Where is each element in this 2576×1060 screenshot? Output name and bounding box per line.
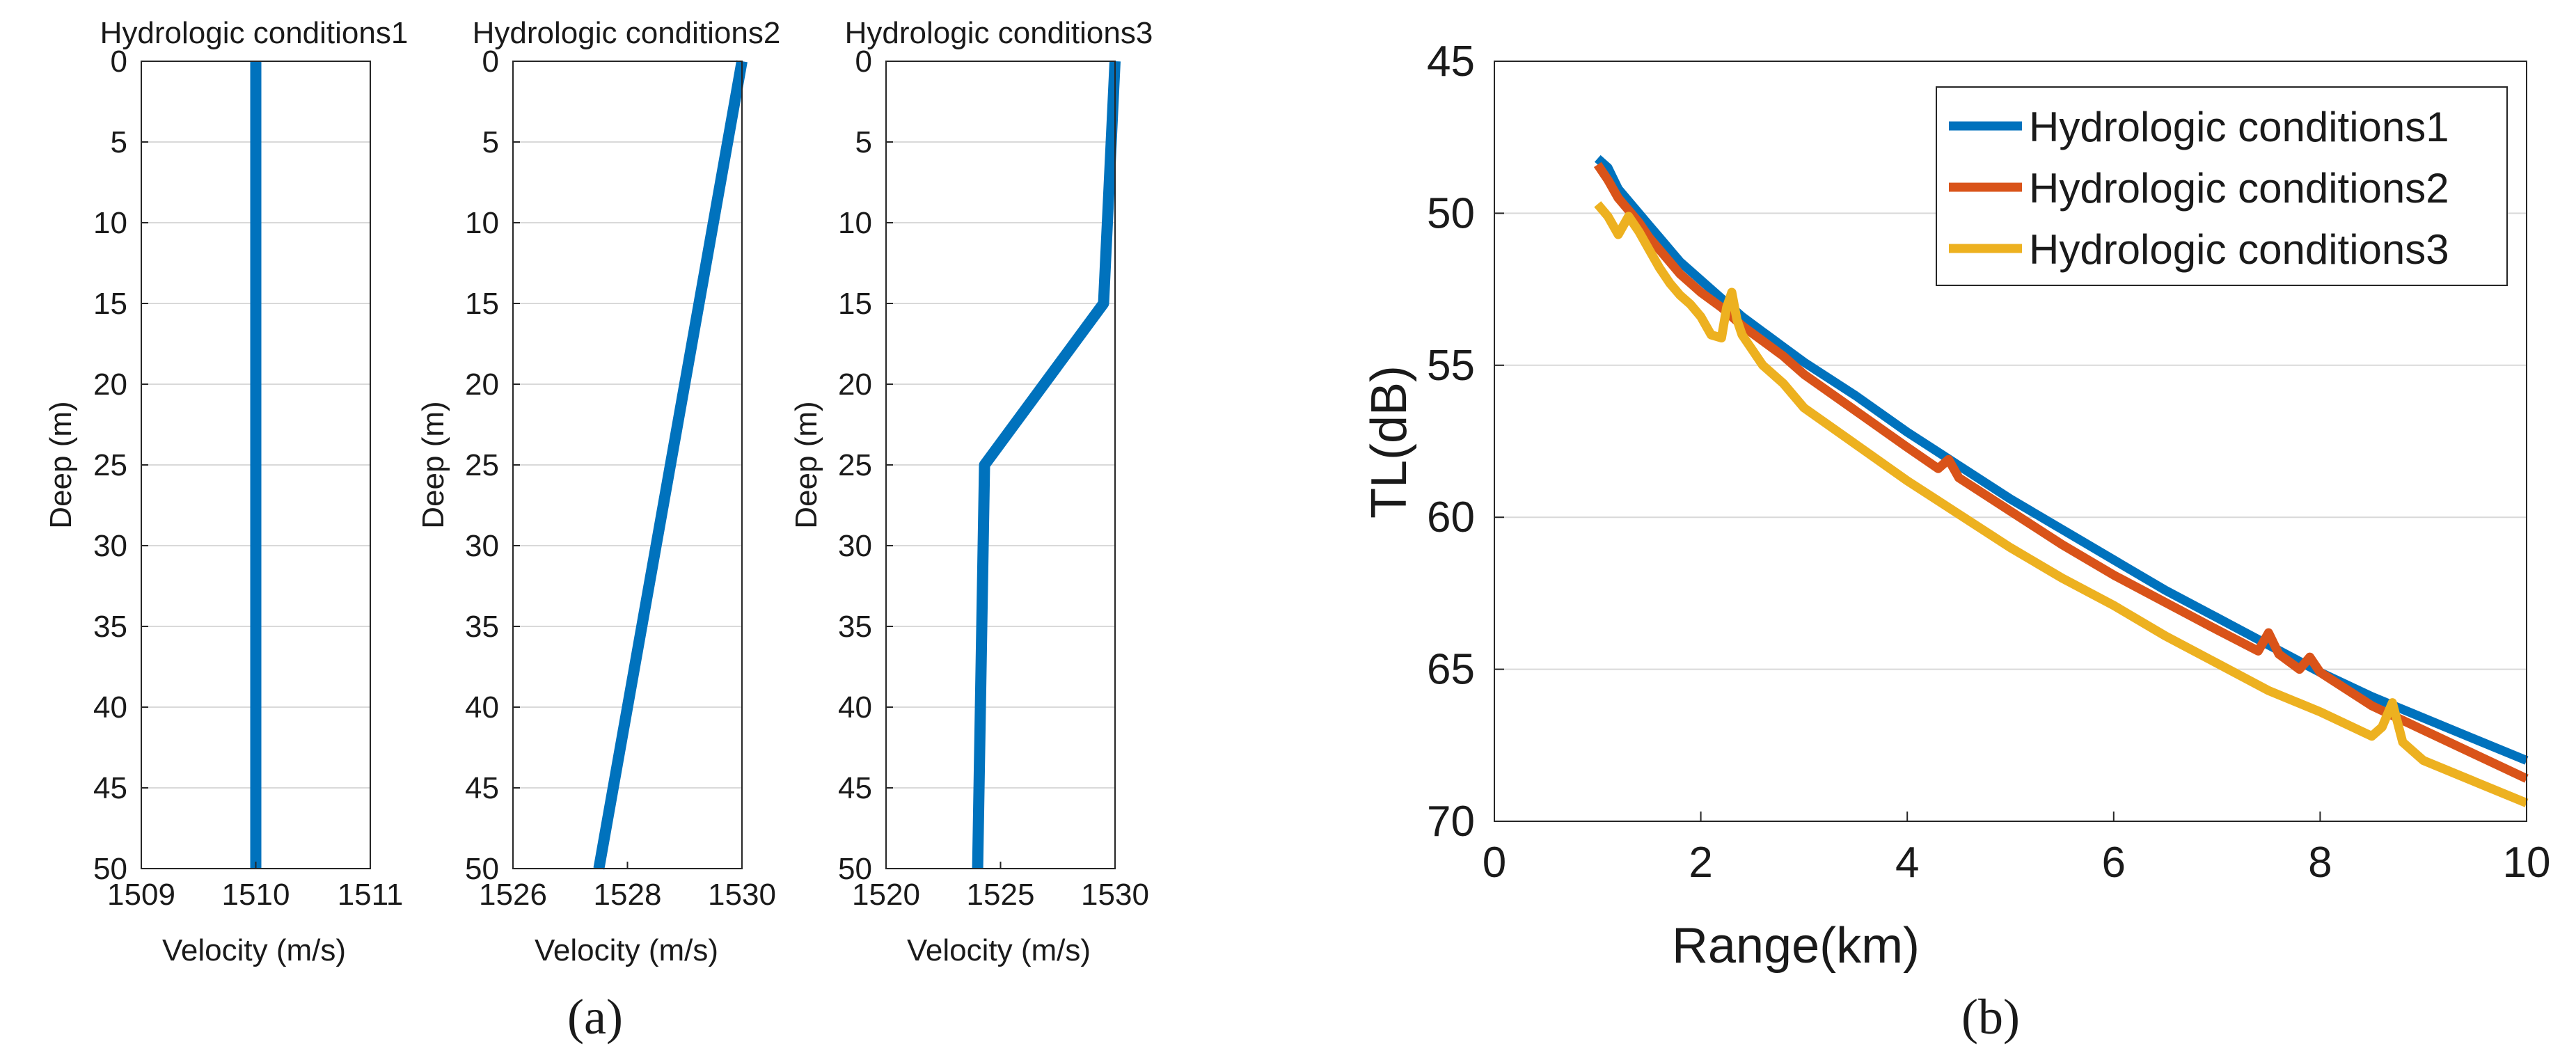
subplot1-y-tick-label: 50 (93, 852, 127, 886)
subplot-hydrologic-conditions2: 1526 1528 1530 0 5 10 15 20 25 30 35 40 45 50 Hydrol… (416, 16, 780, 967)
subplot3-y-tick-label: 15 (838, 287, 872, 321)
subplot2-x-tick-label: 1530 (708, 878, 776, 912)
subplot1-x-label: Velocity (m/s) (162, 933, 346, 967)
legend-label-hydrologic-conditions3: Hydrologic conditions3 (2029, 226, 2449, 273)
tl-chart-x-tick-label: 2 (1689, 839, 1712, 887)
subplot1-x-tick-label: 1511 (338, 878, 404, 912)
tl-chart-x-tick-label: 8 (2308, 839, 2332, 887)
subplot3-y-label: Deep (m) (789, 401, 823, 528)
tl-chart-y-tick-label: 50 (1427, 189, 1475, 237)
subplot3-y-tick-label: 30 (838, 529, 872, 563)
subplot3-y-ticks: 0 5 10 15 20 25 30 35 40 45 50 (838, 45, 893, 886)
legend-label-hydrologic-conditions1: Hydrologic conditions1 (2029, 104, 2449, 150)
tl-chart-y-tick-label: 65 (1427, 646, 1475, 694)
subplot2-y-tick-label: 0 (482, 45, 499, 79)
subplot2-series-hydrologic-conditions2 (593, 60, 748, 870)
subplot3-x-label: Velocity (m/s) (907, 933, 1091, 967)
subplot2-x-ticks: 1526 1528 1530 (479, 862, 776, 912)
subplot1-y-tick-label: 30 (93, 529, 127, 563)
subplot2-y-tick-label: 40 (465, 690, 499, 725)
tl-chart-x-tick-label: 6 (2102, 839, 2126, 887)
legend-label-hydrologic-conditions2: Hydrologic conditions2 (2029, 165, 2449, 212)
subplot2-x-label: Velocity (m/s) (535, 933, 718, 967)
subplot2-y-tick-label: 35 (465, 610, 499, 644)
tl-chart-x-tick-label: 0 (1483, 839, 1506, 887)
subplot2-y-tick-label: 45 (465, 771, 499, 805)
tl-chart-y-label: TL(dB) (1361, 365, 1417, 519)
subplot1-y-ticks: 0 5 10 15 20 25 30 35 40 45 50 (93, 45, 148, 886)
subplot2-y-tick-label: 15 (465, 287, 499, 321)
tl-chart-y-tick-label: 45 (1427, 38, 1475, 86)
subplot1-y-tick-label: 5 (111, 125, 127, 159)
subplot3-y-tick-label: 20 (838, 367, 872, 402)
subplot3-x-ticks: 1520 1525 1530 (852, 862, 1149, 912)
tl-chart-legend: Hydrologic conditions1 Hydrologic condit… (1936, 86, 2508, 286)
caption-a: (a) (567, 989, 623, 1045)
subplot1-y-tick-label: 20 (93, 367, 127, 402)
subplot1-y-label: Deep (m) (44, 401, 78, 528)
subplot3-y-tick-label: 5 (855, 125, 872, 159)
subplot2-x-tick-label: 1526 (479, 878, 547, 912)
subplot3-x-tick-label: 1530 (1081, 878, 1149, 912)
legend-box (1936, 86, 2508, 286)
subplot2-title: Hydrologic conditions2 (473, 16, 781, 50)
subplot2-y-ticks: 0 5 10 15 20 25 30 35 40 45 50 (465, 45, 520, 886)
subplot3-x-tick-label: 1525 (967, 878, 1035, 912)
subplot2-x-tick-label: 1528 (594, 878, 662, 912)
tl-chart-x-tick-label: 10 (2503, 839, 2551, 887)
subplot3-y-tick-label: 50 (838, 852, 872, 886)
subplot2-y-tick-label: 20 (465, 367, 499, 402)
tl-chart-series-hydrologic-conditions3 (1594, 201, 2529, 807)
tl-chart-x-ticks: 0 2 4 6 8 10 (1483, 812, 2551, 887)
subplot2-y-tick-label: 10 (465, 206, 499, 240)
subplot1-y-tick-label: 10 (93, 206, 127, 240)
subplot1-x-tick-label: 1510 (222, 878, 290, 912)
subplot2-y-tick-label: 5 (482, 125, 499, 159)
tl-chart-y-tick-label: 60 (1427, 493, 1475, 541)
subplot2-marks (593, 60, 748, 870)
subplot3-y-tick-label: 35 (838, 610, 872, 644)
tl-chart-series-hydrologic-conditions2 (1593, 161, 2529, 783)
subplot3-marks (972, 61, 1121, 869)
subplot3-series-hydrologic-conditions3 (972, 61, 1121, 869)
tl-chart-marks (1593, 155, 2529, 807)
subplot3-title: Hydrologic conditions3 (845, 16, 1153, 50)
subplot1-y-tick-label: 40 (93, 690, 127, 725)
subplot3-y-tick-label: 10 (838, 206, 872, 240)
subplot3-y-tick-label: 45 (838, 771, 872, 805)
subplot2-y-tick-label: 30 (465, 529, 499, 563)
subplot1-title: Hydrologic conditions1 (100, 16, 409, 50)
tl-chart-x-tick-label: 4 (1895, 839, 1919, 887)
tl-chart-y-tick-label: 70 (1427, 798, 1475, 846)
subplot3-x-tick-label: 1520 (852, 878, 920, 912)
subplot1-x-tick-label: 1509 (107, 878, 175, 912)
subplot3-grid (886, 141, 1115, 789)
tl-chart-y-ticks: 45 50 55 60 65 70 (1427, 38, 1504, 846)
subplot2-grid (513, 141, 742, 789)
tl-chart-x-label: Range(km) (1672, 918, 1920, 974)
subplot-hydrologic-conditions1: 1509 1510 1511 0 5 10 15 20 25 30 35 40 45 50 Hydrol… (44, 16, 408, 967)
subplot3-y-tick-label: 0 (855, 45, 872, 79)
subplot3-y-tick-label: 25 (838, 448, 872, 482)
tl-chart-axes-box (1494, 61, 2527, 822)
subplot3-y-tick-label: 40 (838, 690, 872, 725)
subplot1-y-tick-label: 15 (93, 287, 127, 321)
tl-chart-y-tick-label: 55 (1427, 342, 1475, 390)
subplot1-y-tick-label: 45 (93, 771, 127, 805)
subplot2-y-label: Deep (m) (416, 401, 450, 528)
caption-b: (b) (1961, 989, 2020, 1045)
subplot1-x-ticks: 1509 1510 1511 (107, 862, 403, 912)
subplot1-y-tick-label: 0 (111, 45, 127, 79)
subplot2-y-tick-label: 25 (465, 448, 499, 482)
subplot1-y-tick-label: 35 (93, 610, 127, 644)
subplot2-y-tick-label: 50 (465, 852, 499, 886)
tl-range-chart: 0 2 4 6 8 10 45 50 55 60 65 70 Range(km) TL(dB) Hy… (1361, 38, 2550, 974)
subplot1-y-tick-label: 25 (93, 448, 127, 482)
